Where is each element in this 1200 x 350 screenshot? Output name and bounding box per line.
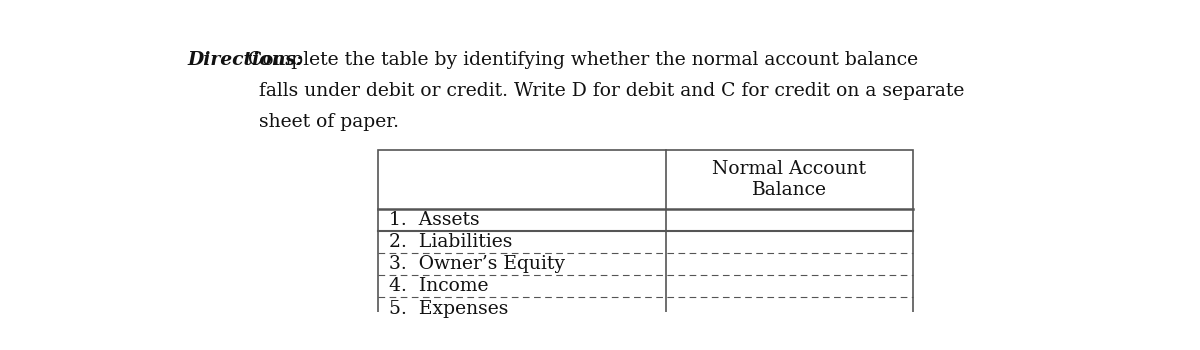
Text: 4.  Income: 4. Income <box>389 278 488 295</box>
Text: 3.  Owner’s Equity: 3. Owner’s Equity <box>389 256 565 273</box>
Text: falls under debit or credit. Write D for debit and C for credit on a separate: falls under debit or credit. Write D for… <box>187 83 965 100</box>
Bar <box>378 150 913 320</box>
Text: sheet of paper.: sheet of paper. <box>187 113 400 131</box>
Text: Normal Account: Normal Account <box>713 160 866 178</box>
Text: Complete the table by identifying whether the normal account balance: Complete the table by identifying whethe… <box>247 51 918 69</box>
Text: Balance: Balance <box>752 181 827 199</box>
Text: 1.  Assets: 1. Assets <box>389 211 480 229</box>
Text: 5.  Expenses: 5. Expenses <box>389 300 509 317</box>
Text: Directions:: Directions: <box>187 51 302 69</box>
Text: 2.  Liabilities: 2. Liabilities <box>389 233 512 251</box>
